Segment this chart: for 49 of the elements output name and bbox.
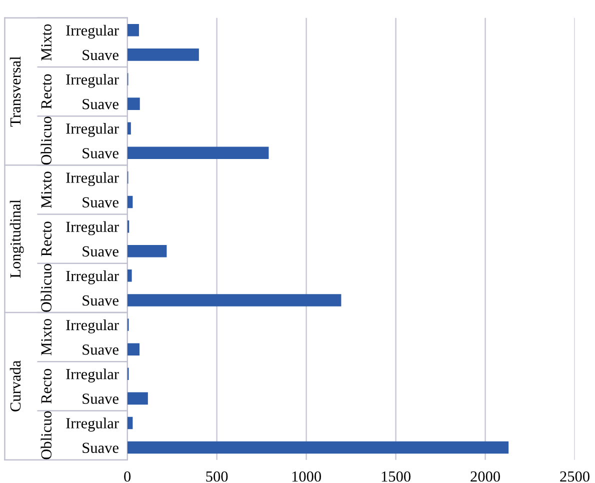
y-tick-label: Irregular bbox=[66, 24, 119, 39]
y-tick-label: Suave bbox=[82, 246, 118, 257]
bar bbox=[127, 343, 140, 356]
y-tick-label: Suave bbox=[82, 442, 118, 453]
text: Curvada bbox=[10, 360, 21, 412]
y-tick-label: Irregular bbox=[66, 172, 119, 186]
y-tick-label: Irregular bbox=[66, 418, 119, 432]
y-tick-label: Suave bbox=[82, 295, 118, 306]
x-tick-label: 500 bbox=[206, 471, 228, 482]
x-tick-label: 2000 bbox=[470, 471, 500, 482]
y-tick-label: Irregular bbox=[66, 221, 119, 236]
y-tick-label: Suave bbox=[82, 394, 118, 404]
text: Recto bbox=[41, 74, 52, 109]
bar bbox=[127, 244, 167, 258]
y-tick-label: Suave bbox=[82, 197, 118, 208]
bar bbox=[127, 196, 133, 208]
y-tick-label: Irregular bbox=[66, 368, 119, 382]
y-tick-label: Suave bbox=[82, 50, 118, 60]
text: Transversal bbox=[10, 56, 21, 127]
text: Longitudinal bbox=[10, 200, 24, 278]
text: Mixto bbox=[41, 172, 52, 208]
bar bbox=[127, 270, 132, 282]
y-tick-label: Irregular bbox=[66, 123, 119, 137]
x-tick-label: 0 bbox=[124, 471, 131, 482]
x-tick-label: 1000 bbox=[292, 471, 321, 482]
x-tick-label: 1500 bbox=[382, 471, 410, 482]
bar bbox=[127, 294, 342, 306]
bar bbox=[127, 24, 139, 36]
x-tick-label: 2500 bbox=[560, 471, 590, 482]
text: Recto bbox=[41, 368, 52, 404]
bar bbox=[127, 98, 140, 110]
y-tick-label: Irregular bbox=[66, 270, 119, 284]
bar bbox=[127, 392, 148, 405]
bar bbox=[127, 416, 133, 430]
text: Oblicuo bbox=[40, 116, 52, 165]
text: Recto bbox=[41, 222, 52, 256]
bar bbox=[127, 48, 199, 61]
y-tick-label: Irregular bbox=[66, 74, 119, 88]
text: Mixto bbox=[41, 318, 52, 356]
bar bbox=[127, 122, 131, 134]
text: Mixto bbox=[41, 24, 52, 61]
bar bbox=[127, 146, 269, 160]
bar bbox=[127, 441, 509, 454]
text: Oblicuo bbox=[40, 264, 52, 312]
y-tick-label: Suave bbox=[82, 344, 118, 355]
text: Oblicuo bbox=[40, 411, 52, 460]
y-tick-label: Irregular bbox=[66, 319, 119, 334]
y-tick-label: Suave bbox=[82, 98, 118, 110]
y-tick-label: Suave bbox=[82, 148, 118, 158]
